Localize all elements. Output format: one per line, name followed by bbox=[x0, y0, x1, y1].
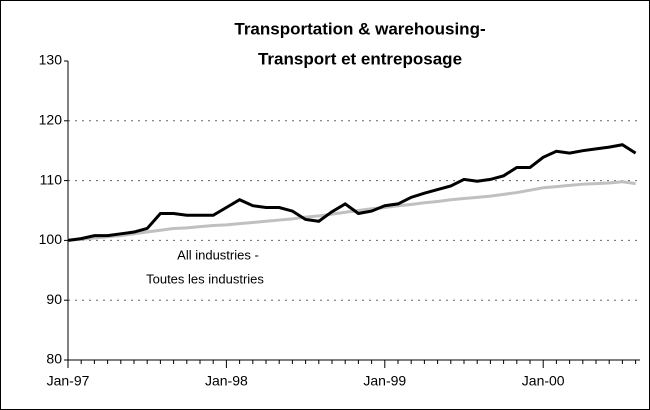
x-tick-label: Jan-98 bbox=[205, 373, 248, 389]
y-tick-label: 80 bbox=[46, 351, 62, 367]
y-tick-label: 110 bbox=[40, 171, 63, 187]
x-tick-label: Jan-00 bbox=[522, 373, 565, 389]
y-tick-label: 100 bbox=[39, 231, 63, 247]
chart-title: Transportation & warehousing- bbox=[234, 19, 485, 38]
annotation: Toutes les industries bbox=[146, 271, 264, 286]
y-tick-label: 130 bbox=[39, 52, 63, 68]
x-tick-label: Jan-99 bbox=[363, 373, 406, 389]
series-line bbox=[67, 180, 636, 242]
y-tick-label: 120 bbox=[39, 112, 63, 128]
x-tick-label: Jan-97 bbox=[47, 373, 90, 389]
chart-subtitle: Transport et entreposage bbox=[258, 49, 462, 68]
y-tick-label: 90 bbox=[46, 291, 62, 307]
series-line bbox=[67, 143, 637, 242]
annotation: All industries - bbox=[177, 247, 259, 262]
